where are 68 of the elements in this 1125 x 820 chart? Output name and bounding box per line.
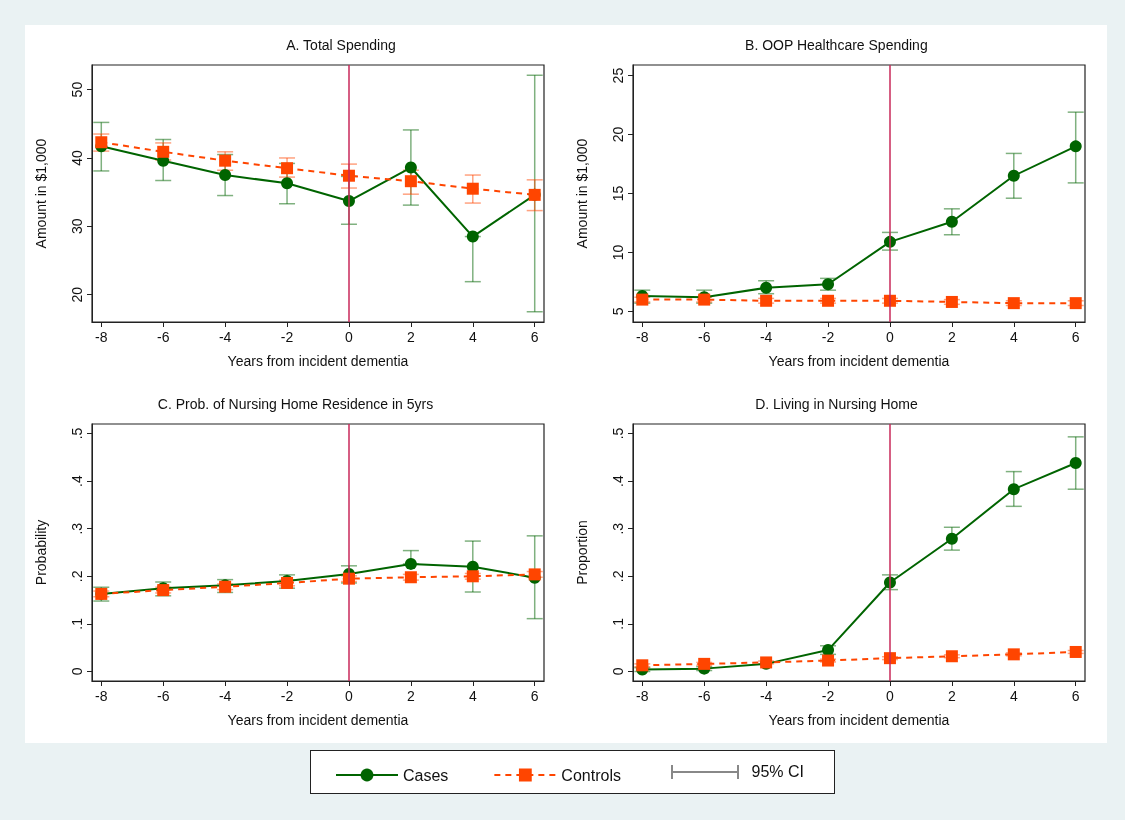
legend-label: Cases xyxy=(403,766,449,784)
y-tick-label: .4 xyxy=(69,475,85,487)
x-tick-label: -4 xyxy=(759,329,773,345)
x-tick-label: 0 xyxy=(886,329,895,345)
y-tick-label: 20 xyxy=(610,126,626,143)
y-tick-label: 5 xyxy=(610,307,626,316)
x-tick-label: 0 xyxy=(345,688,354,704)
x-tick-label: 4 xyxy=(468,329,477,345)
y-tick-label: 50 xyxy=(69,81,85,98)
y-tick-label: 0 xyxy=(69,667,85,676)
y-axis-title: Probability xyxy=(33,519,49,586)
y-tick-label: 30 xyxy=(69,218,85,235)
x-tick-label: -8 xyxy=(95,329,108,345)
y-tick-label: .1 xyxy=(69,617,85,630)
x-tick-label: 6 xyxy=(1071,329,1080,345)
x-tick-label: 4 xyxy=(1009,688,1018,704)
x-tick-label: -6 xyxy=(697,329,711,345)
x-tick-label: 2 xyxy=(947,688,956,704)
y-tick-label: 0 xyxy=(610,667,626,676)
y-tick-label: 15 xyxy=(610,185,626,202)
x-tick-label: -2 xyxy=(821,329,835,345)
x-tick-label: 2 xyxy=(406,329,415,345)
x-tick-label: -4 xyxy=(759,688,773,704)
y-axis-title: Amount in $1,000 xyxy=(574,138,590,249)
x-tick-label: 4 xyxy=(468,688,477,704)
x-tick-label: -6 xyxy=(156,688,170,704)
x-tick-label: -4 xyxy=(218,329,232,345)
x-tick-label: -4 xyxy=(218,688,232,704)
x-tick-label: 2 xyxy=(947,329,956,345)
x-tick-label: -8 xyxy=(95,688,108,704)
x-tick-label: -8 xyxy=(636,688,649,704)
y-tick-label: .3 xyxy=(610,522,626,535)
x-tick-label: 2 xyxy=(406,688,415,704)
chart-title: C. Prob. of Nursing Home Residence in 5yrs xyxy=(157,396,434,412)
x-tick-label: -2 xyxy=(280,688,294,704)
x-tick-label: 0 xyxy=(345,329,354,345)
y-tick-label: .2 xyxy=(69,570,85,583)
y-tick-label: .5 xyxy=(610,427,626,440)
x-axis-title: Years from incident dementia xyxy=(768,353,950,369)
chart-title: D. Living in Nursing Home xyxy=(755,396,919,412)
text: 95% CI xyxy=(751,763,804,781)
x-tick-label: 0 xyxy=(886,688,895,704)
x-tick-label: -8 xyxy=(636,329,649,345)
y-tick-label: .2 xyxy=(610,570,626,583)
chart-title: B. OOP Healthcare Spending xyxy=(745,37,928,53)
x-tick-label: 6 xyxy=(530,688,539,704)
legend-label: Controls xyxy=(561,766,621,784)
y-tick-label: 25 xyxy=(610,67,626,84)
x-tick-label: -6 xyxy=(156,329,170,345)
x-tick-label: 6 xyxy=(1071,688,1080,704)
x-axis-title: Years from incident dementia xyxy=(227,712,409,728)
x-tick-label: 6 xyxy=(530,329,539,345)
x-tick-label: -2 xyxy=(821,688,835,704)
y-tick-label: .3 xyxy=(69,522,85,535)
x-tick-label: 4 xyxy=(1009,329,1018,345)
x-tick-label: -2 xyxy=(280,329,294,345)
x-axis-title: Years from incident dementia xyxy=(227,353,409,369)
y-tick-label: .5 xyxy=(69,427,85,440)
y-tick-label: 10 xyxy=(610,244,626,261)
y-tick-label: .1 xyxy=(610,617,626,630)
y-tick-label: .4 xyxy=(610,475,626,487)
chart-title: A. Total Spending xyxy=(286,37,396,53)
x-axis-title: Years from incident dementia xyxy=(768,712,950,728)
y-axis-title: Proportion xyxy=(574,520,590,585)
x-tick-label: -6 xyxy=(697,688,711,704)
y-axis-title: Amount in $1,000 xyxy=(33,138,49,249)
y-tick-label: 20 xyxy=(69,286,85,303)
y-tick-label: 40 xyxy=(69,149,85,166)
